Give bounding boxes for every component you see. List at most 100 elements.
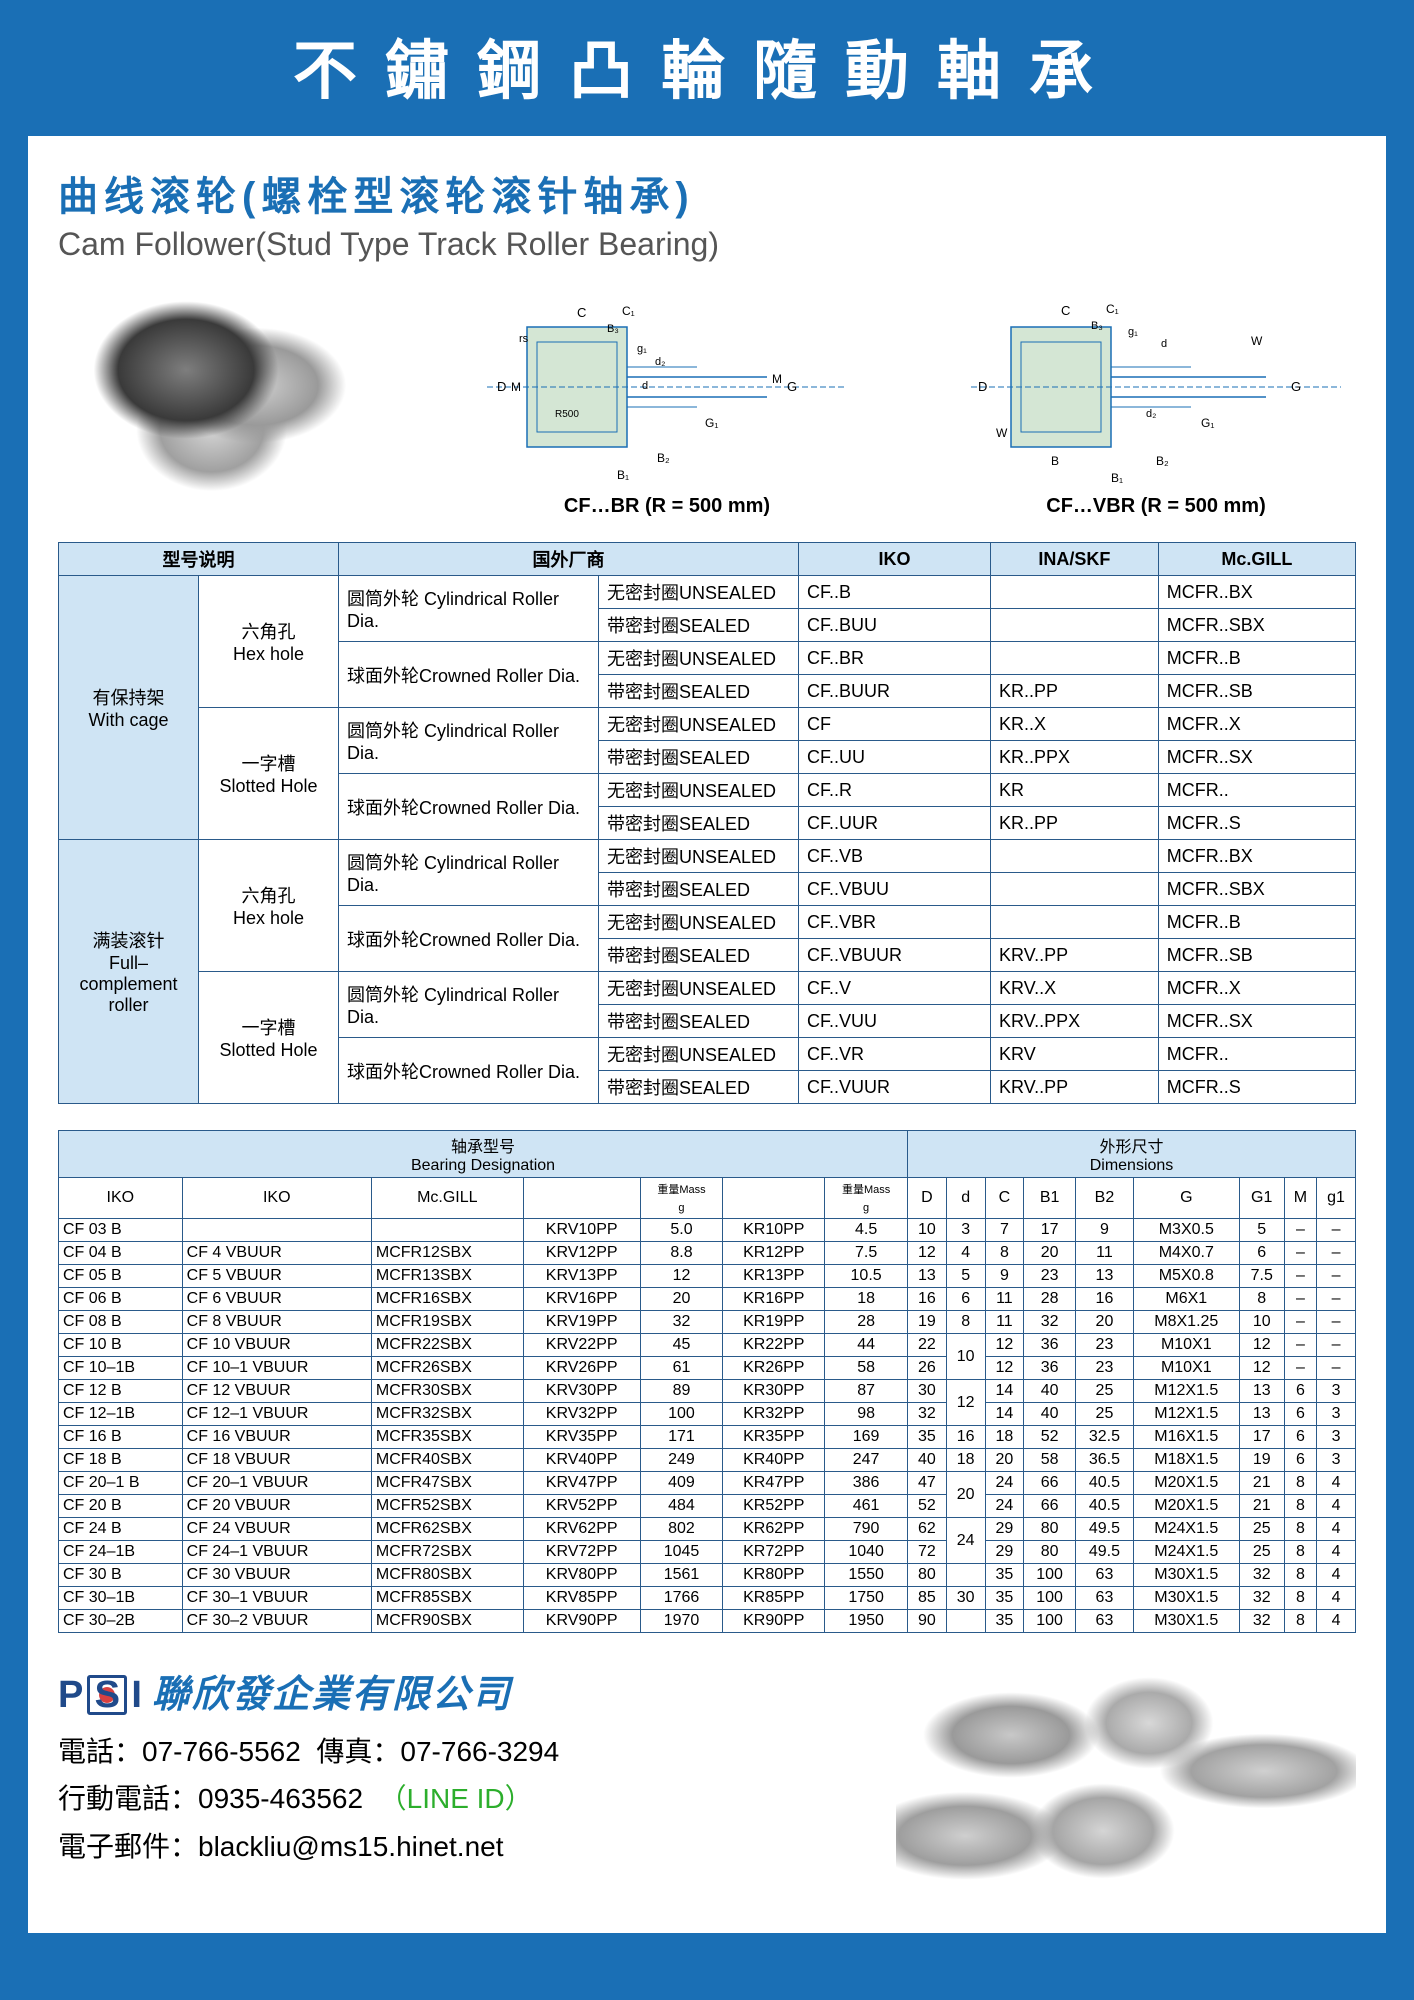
t2-cell: 36 [1024,1357,1076,1380]
t2-cell: CF 10–1 VBUUR [182,1357,371,1380]
t2-cell: 8 [946,1311,985,1334]
t2-cell: M24X1.5 [1133,1518,1239,1541]
t2-cell: – [1317,1219,1356,1242]
product-photo [58,293,378,513]
t2-cell: 66 [1024,1495,1076,1518]
t2-cell: 23 [1075,1334,1133,1357]
t2-cell: – [1317,1311,1356,1334]
t2-cell: KR19PP [723,1311,825,1334]
t2-cell: CF 4 VBUUR [182,1242,371,1265]
t1-roller: 球面外轮Crowned Roller Dia. [339,906,599,972]
t2-cell: CF 08 B [59,1311,183,1334]
t1-cell: MCFR.. [1158,1038,1355,1071]
t2-cell: 32.5 [1075,1426,1133,1449]
t2-cell: 61 [640,1357,723,1380]
t2-cell: 40 [1024,1380,1076,1403]
t2-cell: CF 30–2B [59,1610,183,1633]
svg-text:d₂: d₂ [1146,408,1156,420]
t2-cell: 40.5 [1075,1495,1133,1518]
t2-cell: M20X1.5 [1133,1472,1239,1495]
svg-text:D: D [978,379,987,394]
t2-cell: KR52PP [723,1495,825,1518]
t2-cell: 52 [1024,1426,1076,1449]
t2-cell: 100 [640,1403,723,1426]
t1-cell: KRV [991,1038,1159,1071]
t2-cell: CF 12–1B [59,1403,183,1426]
t2-cell: KRV16PP [523,1288,640,1311]
t2-cell: 63 [1075,1564,1133,1587]
t2-cell: 32 [908,1403,947,1426]
t2-col [723,1178,825,1219]
t2-cell: CF 8 VBUUR [182,1311,371,1334]
t2-cell: 40.5 [1075,1472,1133,1495]
t2-cell: M5X0.8 [1133,1265,1239,1288]
t2-cell: CF 6 VBUUR [182,1288,371,1311]
t2-cell: 100 [1024,1564,1076,1587]
fax-value: 07-766-3294 [400,1736,559,1767]
t2-cell: CF 24 B [59,1518,183,1541]
t2-cell: 13 [1239,1403,1284,1426]
svg-text:B₃: B₃ [607,323,619,335]
page-header: 不鏽鋼凸輪隨動軸承 [0,0,1414,136]
diagram-2-wrap: C C₁ B₃ g₁ d W D G d₂ G₁ W B B₂ B₁ CF…VB… [956,287,1356,518]
t1-roller: 圆筒外轮 Cylindrical Roller Dia. [339,576,599,642]
svg-text:d: d [1161,338,1167,350]
t2-cell: 4 [1317,1472,1356,1495]
t1-cell [991,609,1159,642]
t2-cell: 62 [908,1518,947,1541]
t2-cell: 247 [825,1449,908,1472]
t2-cell: 18 [946,1449,985,1472]
t1-hole: 一字槽Slotted Hole [199,972,339,1104]
tel-value: 07-766-5562 [142,1736,301,1767]
t1-cell: MCFR..SBX [1158,873,1355,906]
t2-cell: 3 [1317,1380,1356,1403]
svg-text:B₁: B₁ [617,468,629,482]
t2-cell: 98 [825,1403,908,1426]
svg-text:rs: rs [519,333,529,345]
t1-cell: MCFR..SB [1158,939,1355,972]
t2-cell: KRV52PP [523,1495,640,1518]
t2-cell: 1561 [640,1564,723,1587]
t2-cell: 11 [985,1288,1024,1311]
svg-text:M: M [511,380,521,394]
t2-cell: 52 [908,1495,947,1518]
t2-cell: 1750 [825,1587,908,1610]
t2-cell: 16 [946,1426,985,1449]
diagram-1-caption: CF…BR (R = 500 mm) [467,495,867,518]
t1-cell: KR..PP [991,807,1159,840]
t2-cell: 14 [985,1403,1024,1426]
t1-cell: 无密封圈UNSEALED [599,972,799,1005]
t2-cell: 100 [1024,1587,1076,1610]
t2-cell: KR32PP [723,1403,825,1426]
t2-cell: 1045 [640,1541,723,1564]
diagram-1-wrap: C C₁ B₃ rs g₁ d₂ d D M M G R500 G₁ B₂ B₁ [467,287,867,518]
t2-cell: – [1284,1357,1316,1380]
t1-cell: CF [799,708,991,741]
t1-cell: 无密封圈UNSEALED [599,1038,799,1071]
footer-text: PSI 聯欣發企業有限公司 電話：07-766-5562 傳真：07-766-3… [58,1663,559,1903]
t2-cell: 58 [1024,1449,1076,1472]
t2-cell: MCFR19SBX [371,1311,523,1334]
t2-cell: 790 [825,1518,908,1541]
t2-cell: 90 [908,1610,947,1633]
t2-cell: KRV10PP [523,1219,640,1242]
t2-cell: 6 [946,1288,985,1311]
t2-cell: 20 [946,1472,985,1518]
t2-cell: 32 [640,1311,723,1334]
t2-cell: KRV40PP [523,1449,640,1472]
t2-cell: 11 [1075,1242,1133,1265]
t1-cell: MCFR..BX [1158,576,1355,609]
t1-cell: MCFR..SX [1158,741,1355,774]
t2-cell: – [1284,1219,1316,1242]
t2-cell: KR10PP [723,1219,825,1242]
dimensions-table: 轴承型号Bearing Designation 外形尺寸Dimensions I… [58,1130,1356,1633]
t2-cell: 409 [640,1472,723,1495]
t2-cell: 7.5 [825,1242,908,1265]
t2-cell: 8 [1284,1518,1316,1541]
t2-cell: 11 [985,1311,1024,1334]
t2-cell: 7.5 [1239,1265,1284,1288]
t2-cell: KRV12PP [523,1242,640,1265]
t2-cell: MCFR13SBX [371,1265,523,1288]
company-name: 聯欣發企業有限公司 [152,1663,512,1728]
t1-cell [991,873,1159,906]
